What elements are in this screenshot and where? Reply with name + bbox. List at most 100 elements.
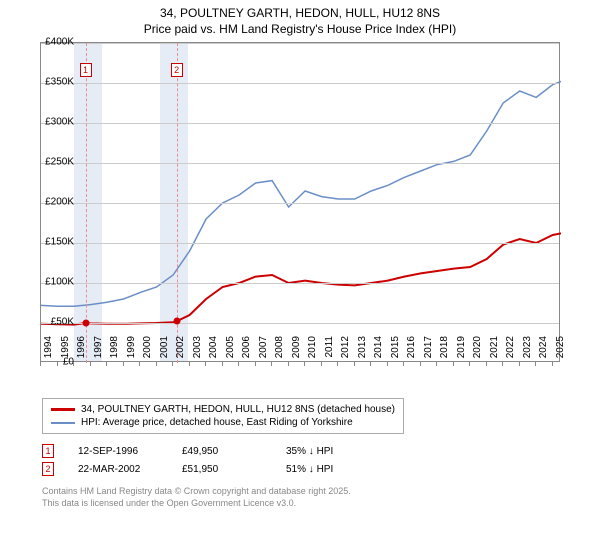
x-axis-label: 2012 — [340, 336, 351, 366]
marker-dot — [82, 320, 89, 327]
x-axis-label: 2010 — [307, 336, 318, 366]
x-tick — [73, 362, 74, 366]
gridline — [41, 243, 559, 244]
gridline — [41, 123, 559, 124]
marker-line — [177, 43, 178, 363]
x-tick — [172, 362, 173, 366]
x-tick — [502, 362, 503, 366]
x-axis-label: 2017 — [423, 336, 434, 366]
sale-delta: 35% ↓ HPI — [286, 446, 366, 457]
x-tick — [288, 362, 289, 366]
x-axis-label: 2016 — [406, 336, 417, 366]
x-axis-label: 2009 — [291, 336, 302, 366]
chart-title: 34, POULTNEY GARTH, HEDON, HULL, HU12 8N… — [0, 0, 600, 22]
x-tick — [271, 362, 272, 366]
x-axis-label: 1999 — [126, 336, 137, 366]
marker-dot — [173, 318, 180, 325]
chart-area: 12 £0£50K£100K£150K£200K£250K£300K£350K£… — [40, 42, 600, 392]
x-tick — [469, 362, 470, 366]
sale-row: 222-MAR-2002£51,95051% ↓ HPI — [42, 460, 600, 478]
plot-region: 12 — [40, 42, 560, 362]
gridline — [41, 203, 559, 204]
footer-line2: This data is licensed under the Open Gov… — [42, 498, 600, 510]
x-axis-label: 2011 — [324, 336, 335, 366]
x-tick — [337, 362, 338, 366]
x-axis-label: 2002 — [175, 336, 186, 366]
series-hpi — [41, 81, 561, 306]
gridline — [41, 43, 559, 44]
y-axis-label: £100K — [45, 277, 74, 288]
legend-item: HPI: Average price, detached house, East… — [51, 416, 395, 429]
x-tick — [552, 362, 553, 366]
y-axis-label: £150K — [45, 237, 74, 248]
x-tick — [106, 362, 107, 366]
x-tick — [370, 362, 371, 366]
x-tick — [304, 362, 305, 366]
x-axis-label: 2020 — [472, 336, 483, 366]
x-tick — [354, 362, 355, 366]
x-axis-label: 2013 — [357, 336, 368, 366]
gridline — [41, 283, 559, 284]
x-tick — [123, 362, 124, 366]
y-axis-label: £250K — [45, 157, 74, 168]
x-tick — [255, 362, 256, 366]
y-axis-label: £400K — [45, 37, 74, 48]
x-axis-label: 2025 — [555, 336, 566, 366]
x-tick — [420, 362, 421, 366]
sale-date: 22-MAR-2002 — [78, 464, 158, 475]
x-axis-label: 2018 — [439, 336, 450, 366]
y-axis-label: £350K — [45, 77, 74, 88]
series-property — [41, 233, 561, 324]
marker-label: 1 — [80, 63, 92, 77]
x-tick — [90, 362, 91, 366]
y-axis-label: £300K — [45, 117, 74, 128]
x-axis-label: 2014 — [373, 336, 384, 366]
x-tick — [387, 362, 388, 366]
x-tick — [57, 362, 58, 366]
chart-subtitle: Price paid vs. HM Land Registry's House … — [0, 22, 600, 42]
x-axis-label: 1995 — [60, 336, 71, 366]
x-axis-label: 2000 — [142, 336, 153, 366]
x-axis-label: 1996 — [76, 336, 87, 366]
gridline — [41, 163, 559, 164]
x-tick — [139, 362, 140, 366]
marker-line — [86, 43, 87, 363]
x-axis-label: 2023 — [522, 336, 533, 366]
x-axis-label: 1998 — [109, 336, 120, 366]
x-axis-label: 1994 — [43, 336, 54, 366]
x-axis-label: 2015 — [390, 336, 401, 366]
x-tick — [189, 362, 190, 366]
x-tick — [238, 362, 239, 366]
x-tick — [321, 362, 322, 366]
gridline — [41, 323, 559, 324]
sale-date: 12-SEP-1996 — [78, 446, 158, 457]
sale-marker: 1 — [42, 444, 54, 458]
legend-box: 34, POULTNEY GARTH, HEDON, HULL, HU12 8N… — [42, 398, 404, 434]
marker-label: 2 — [171, 63, 183, 77]
legend-swatch — [51, 408, 75, 411]
sale-price: £49,950 — [182, 446, 262, 457]
footer-attribution: Contains HM Land Registry data © Crown c… — [42, 486, 600, 509]
sale-price: £51,950 — [182, 464, 262, 475]
x-axis-label: 2001 — [159, 336, 170, 366]
legend-label: HPI: Average price, detached house, East… — [81, 417, 353, 428]
x-axis-label: 2024 — [538, 336, 549, 366]
legend-swatch — [51, 422, 75, 424]
x-tick — [40, 362, 41, 366]
gridline — [41, 83, 559, 84]
x-axis-label: 2003 — [192, 336, 203, 366]
sale-row: 1 12-SEP-1996 £49,950 35% ↓ HPI — [42, 442, 600, 460]
footer-line1: Contains HM Land Registry data © Crown c… — [42, 486, 600, 498]
x-tick — [535, 362, 536, 366]
sales-table: 1 12-SEP-1996 £49,950 35% ↓ HPI 2 22-MAR-2002… — [42, 442, 600, 478]
x-tick — [403, 362, 404, 366]
x-axis-label: 2008 — [274, 336, 285, 366]
x-tick — [519, 362, 520, 366]
x-axis-label: 2004 — [208, 336, 219, 366]
legend-label: 34, POULTNEY GARTH, HEDON, HULL, HU12 8N… — [81, 404, 395, 415]
x-axis-label: 1997 — [93, 336, 104, 366]
x-axis-label: 2007 — [258, 336, 269, 366]
x-axis-label: 2005 — [225, 336, 236, 366]
x-tick — [453, 362, 454, 366]
sale-marker: 2 — [42, 462, 54, 476]
